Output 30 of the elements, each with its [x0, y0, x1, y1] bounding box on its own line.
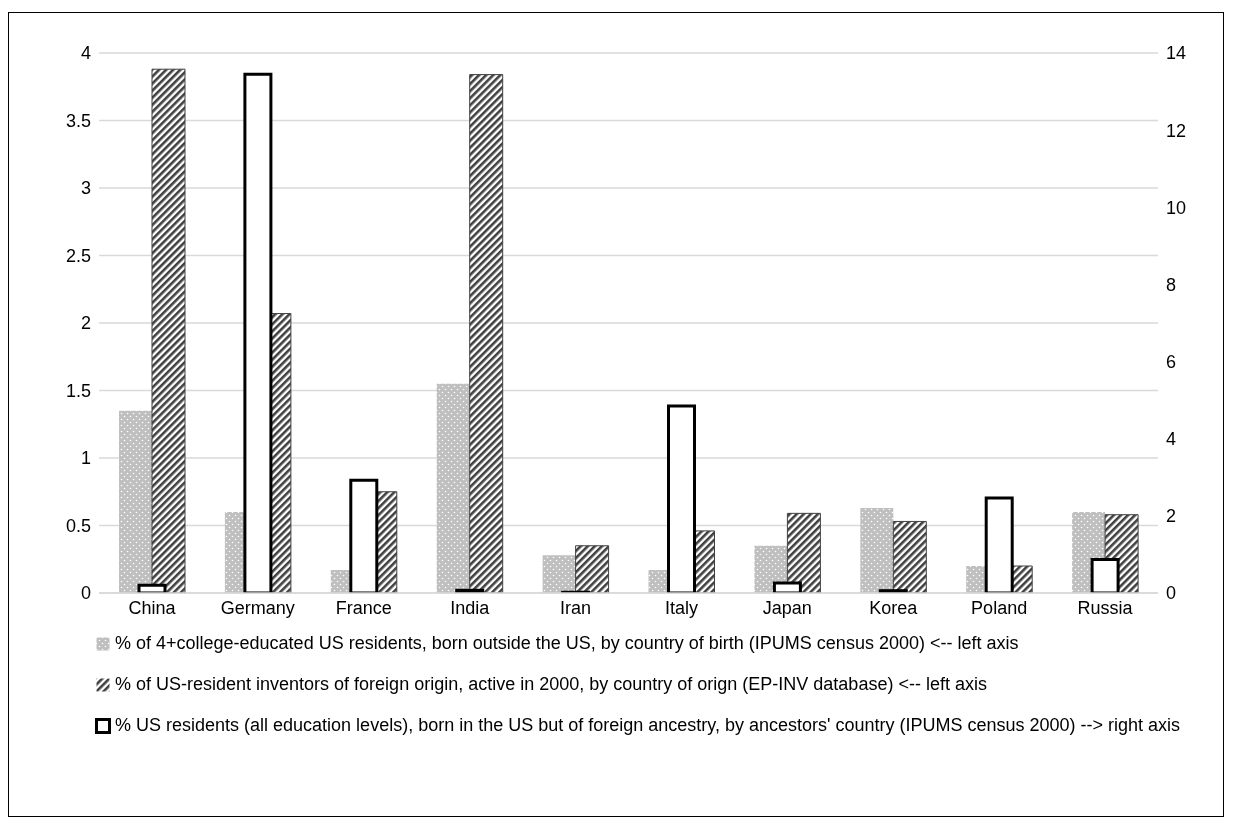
y2-tick-label: 8: [1166, 274, 1177, 295]
y-tick-label: 2: [80, 313, 91, 334]
x-tick-label: Iran: [560, 597, 592, 618]
x-tick-label: Poland: [971, 597, 1028, 618]
y-tick-label: 0.5: [65, 515, 91, 536]
y2-tick-label: 10: [1166, 197, 1187, 218]
legend-label: % US residents (all education levels), born in the US but of foreign ancestry, by ancestors' country (IPUMS census 2000) --> right axis: [115, 715, 1181, 736]
y2-tick-label: 12: [1166, 120, 1187, 141]
y-tick-label: 0: [80, 583, 91, 604]
y-tick-label: 1: [80, 448, 91, 469]
y-tick-label: 1.5: [65, 380, 91, 401]
y2-tick-label: 4: [1166, 429, 1177, 450]
x-tick-label: India: [450, 597, 491, 618]
y2-tick-label: 2: [1166, 506, 1177, 527]
x-tick-label: Japan: [762, 597, 812, 618]
x-tick-label: China: [128, 597, 177, 618]
y2-tick-label: 14: [1166, 43, 1187, 64]
x-tick-label: Italy: [664, 597, 698, 618]
y-tick-label: 3: [80, 178, 91, 199]
y2-tick-label: 0: [1166, 583, 1177, 604]
y2-tick-label: 6: [1166, 351, 1177, 372]
x-tick-label: France: [335, 597, 392, 618]
x-tick-label: Korea: [869, 597, 919, 618]
y-tick-label: 3.5: [65, 110, 91, 131]
legend-label: % of 4+college-educated US residents, born outside the US, by country of birth (IPUMS census 2000) <-- left axis: [115, 633, 1019, 654]
x-tick-label: Germany: [220, 597, 295, 618]
legend-label: % of US-resident inventors of foreign origin, active in 2000, by country of orign (EP-INV database) <-- left axis: [115, 674, 987, 695]
y-tick-label: 2.5: [65, 245, 91, 266]
y-tick-label: 4: [80, 43, 91, 64]
x-tick-label: Russia: [1077, 597, 1134, 618]
